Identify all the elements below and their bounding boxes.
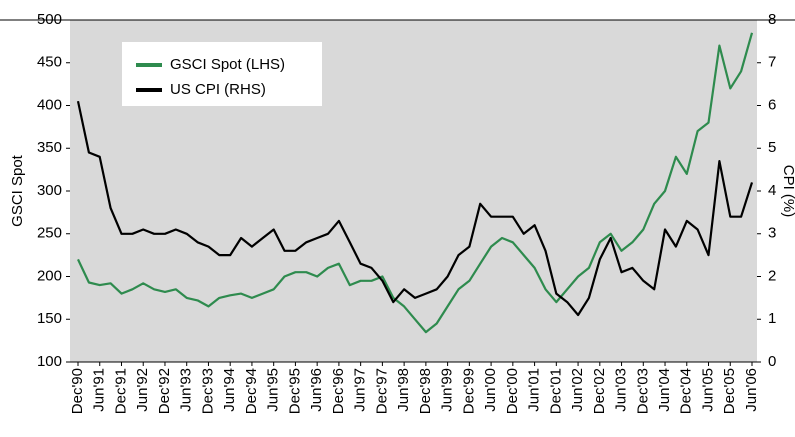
legend-label: US CPI (RHS): [170, 81, 266, 98]
x-tick-label: Jun'94: [221, 368, 238, 412]
x-tick-label: Dec'05: [721, 368, 738, 414]
x-tick-label: Jun'03: [613, 368, 630, 412]
y-tick-label: 300: [37, 182, 62, 199]
x-tick-label: Jun'92: [134, 368, 151, 412]
x-tick-label: Dec'94: [243, 368, 260, 414]
x-tick-label: Dec'04: [678, 368, 695, 414]
x-tick-label: Dec'02: [591, 368, 608, 414]
y2-tick-label: 5: [768, 139, 776, 156]
y2-tick-label: 4: [768, 182, 776, 199]
x-tick-label: Jun'95: [265, 368, 282, 412]
y2-tick-label: 1: [768, 310, 776, 327]
x-tick-label: Dec'93: [199, 368, 216, 414]
x-tick-label: Jun'05: [699, 368, 716, 412]
y-tick-label: 400: [37, 96, 62, 113]
y2-tick-label: 3: [768, 225, 776, 242]
x-tick-label: Dec'95: [286, 368, 303, 414]
y2-tick-label: 7: [768, 54, 776, 71]
y2-axis-label: CPI (%): [780, 165, 795, 218]
x-tick-label: Dec'97: [373, 368, 390, 414]
series-line: [77, 32, 754, 334]
legend-label: GSCI Spot (LHS): [170, 56, 285, 73]
x-tick-label: Dec'92: [156, 368, 173, 414]
legend: [122, 42, 322, 106]
y-tick-label: 200: [37, 267, 62, 284]
x-tick-label: Jun'99: [439, 368, 456, 412]
series-line: [76, 100, 754, 317]
x-tick-label: Dec'91: [112, 368, 129, 414]
x-tick-label: Dec'00: [504, 368, 521, 414]
y-tick-label: 350: [37, 139, 62, 156]
x-tick-label: Dec'96: [330, 368, 347, 414]
x-tick-label: Dec'90: [69, 368, 86, 414]
y2-tick-label: 8: [768, 11, 776, 28]
x-tick-label: Dec'98: [417, 368, 434, 414]
y-tick-label: 250: [37, 225, 62, 242]
x-tick-label: Jun'98: [395, 368, 412, 412]
x-tick-label: Dec'03: [634, 368, 651, 414]
y2-tick-label: 6: [768, 96, 776, 113]
y-tick-label: 450: [37, 54, 62, 71]
x-tick-label: Jun'97: [352, 368, 369, 412]
x-tick-label: Dec'99: [460, 368, 477, 414]
x-tick-label: Jun'00: [482, 368, 499, 412]
x-tick-label: Jun'06: [743, 368, 760, 412]
x-tick-label: Jun'91: [91, 368, 108, 412]
y2-tick-label: 0: [768, 353, 776, 370]
y2-tick-label: 2: [768, 267, 776, 284]
x-tick-label: Jun'01: [526, 368, 543, 412]
x-tick-label: Jun'96: [308, 368, 325, 412]
y-tick-label: 100: [37, 353, 62, 370]
x-tick-label: Jun'04: [656, 368, 673, 412]
x-tick-label: Dec'01: [547, 368, 564, 414]
x-tick-label: Jun'02: [569, 368, 586, 412]
y-tick-label: 150: [37, 310, 62, 327]
y-tick-label: 500: [37, 11, 62, 28]
x-tick-label: Jun'93: [178, 368, 195, 412]
y-axis-label: GSCI Spot: [9, 154, 26, 227]
